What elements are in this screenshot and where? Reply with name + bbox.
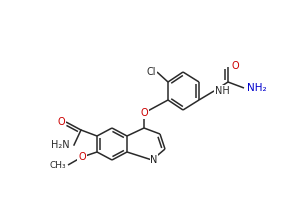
Text: NH₂: NH₂ <box>247 83 267 93</box>
Text: O: O <box>231 61 239 71</box>
Text: O: O <box>140 108 148 118</box>
Text: N: N <box>150 155 158 165</box>
Text: O: O <box>57 117 65 127</box>
Text: O: O <box>78 152 86 162</box>
Text: Cl: Cl <box>147 67 156 77</box>
Text: H₂N: H₂N <box>52 140 70 150</box>
Text: CH₃: CH₃ <box>49 161 66 169</box>
Text: NH: NH <box>215 86 230 96</box>
